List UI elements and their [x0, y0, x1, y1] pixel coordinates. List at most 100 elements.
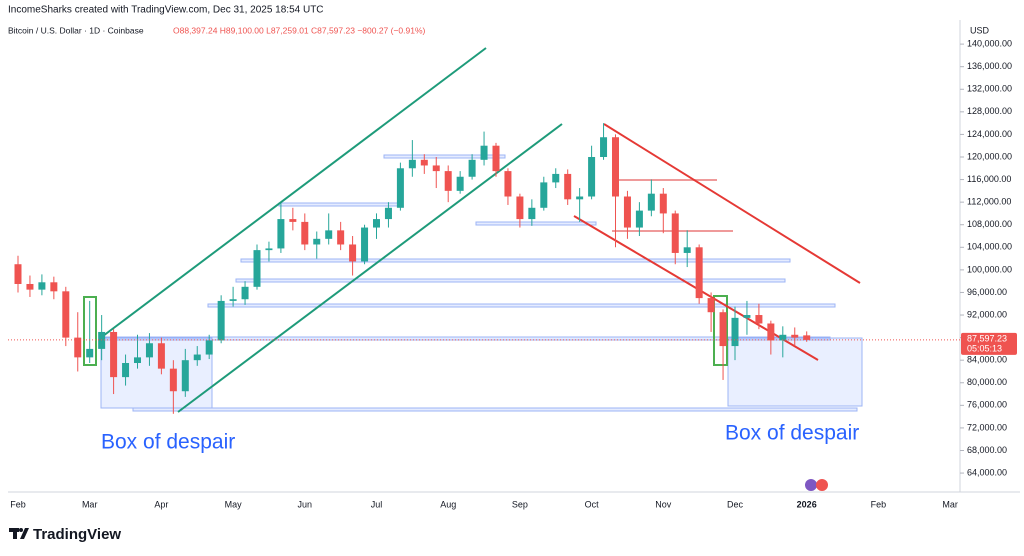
candle-body	[552, 173, 560, 183]
candle-body	[145, 343, 153, 358]
drawings	[83, 47, 863, 413]
y-tick-label: 116,000.00	[967, 174, 1011, 184]
x-tick-label: Apr	[154, 499, 168, 509]
candle-body	[277, 219, 285, 249]
candle-body	[384, 207, 392, 220]
candle-body	[516, 196, 524, 220]
x-tick-label: Feb	[10, 499, 26, 509]
level	[383, 154, 506, 159]
candle-body	[695, 247, 703, 299]
x-tick-label: Jun	[298, 499, 313, 509]
level	[475, 221, 597, 226]
y-tick-label: 120,000.00	[967, 151, 1012, 161]
candle-body	[623, 196, 631, 228]
candle-body	[349, 244, 357, 262]
candle-body	[122, 363, 130, 378]
candle-body	[600, 137, 608, 157]
y-tick-label: 124,000.00	[967, 129, 1012, 139]
x-tick-label: 2026	[797, 499, 817, 509]
y-tick-label: 96,000.00	[967, 287, 1007, 297]
x-tick-label: Feb	[871, 499, 887, 509]
credit: IncomeSharks created with TradingView.co…	[8, 5, 324, 16]
y-tick-label: 80,000.00	[967, 377, 1007, 387]
symbol: Bitcoin / U.S. Dollar · 1D · Coinbase	[8, 25, 144, 35]
candle-body	[110, 331, 118, 378]
candle-body	[217, 300, 225, 341]
candle-body	[803, 335, 811, 340]
x-tick-label: Mar	[942, 499, 958, 509]
candle-body	[528, 207, 536, 220]
candle-body	[205, 340, 213, 355]
x-tick-label: Dec	[727, 499, 744, 509]
y-tick-label: 76,000.00	[967, 400, 1007, 410]
candle-body	[408, 159, 416, 169]
candle-body	[169, 368, 177, 392]
candle-body	[612, 137, 619, 197]
box	[100, 337, 213, 409]
x-tick-label: Jul	[371, 499, 383, 509]
candle-body	[241, 286, 249, 300]
candle-body	[265, 248, 273, 251]
highlight	[83, 296, 97, 366]
candle-body	[50, 282, 58, 292]
channel-line	[603, 123, 861, 284]
annotation: Box of despair	[725, 422, 859, 445]
candle-body	[480, 145, 488, 160]
candle-body	[444, 171, 452, 191]
candle-body	[540, 182, 548, 208]
candle-body	[635, 210, 643, 228]
x-tick-label: Nov	[655, 499, 672, 509]
logo	[9, 528, 29, 539]
y-tick-label: 136,000.00	[967, 61, 1012, 71]
box	[727, 337, 863, 407]
candle-body	[588, 156, 596, 197]
candle-body	[325, 230, 333, 239]
candle-body	[564, 173, 572, 200]
y-tick-label: 100,000.00	[967, 264, 1012, 274]
candle-body	[432, 165, 440, 172]
y-tick-label: 104,000.00	[967, 242, 1012, 252]
y-tick-label: 64,000.00	[967, 467, 1007, 477]
y-tick-label: 132,000.00	[967, 84, 1012, 94]
ohlc-values: O88,397.24 H89,100.00 L87,259.01 C87,597…	[173, 25, 426, 35]
x-tick-label: Oct	[585, 499, 600, 509]
candle-body	[420, 159, 428, 166]
candle-body	[14, 264, 22, 284]
candle-body	[576, 196, 584, 200]
candle-body	[38, 282, 46, 290]
x-tick-label: Sep	[512, 499, 528, 509]
candle-body	[671, 213, 679, 253]
y-tick-label: 72,000.00	[967, 422, 1007, 432]
x-tick-label: May	[225, 499, 243, 509]
candle-body	[134, 357, 141, 364]
channel-line	[177, 123, 563, 413]
y-tick-label: 112,000.00	[967, 197, 1011, 207]
candle-body	[337, 230, 345, 245]
candle-body	[767, 323, 775, 341]
y-axis-label: USD	[970, 25, 990, 35]
candle-body	[504, 171, 512, 197]
candle-body	[779, 334, 787, 341]
candle-body	[229, 299, 237, 301]
brand: TradingView	[33, 526, 121, 543]
x-tick-label: Mar	[82, 499, 98, 509]
candle-body	[313, 238, 321, 245]
candle-body	[373, 219, 380, 228]
x-tick-label: Aug	[440, 499, 456, 509]
y-tick-label: 68,000.00	[967, 445, 1007, 455]
candle-body	[659, 193, 667, 214]
candle-body	[731, 317, 739, 347]
candle-body	[361, 227, 369, 262]
y-tick-label: 84,000.00	[967, 355, 1007, 365]
event-icon	[816, 479, 828, 491]
candle-body	[791, 334, 799, 338]
y-tick-label: 140,000.00	[967, 38, 1012, 48]
candle-body	[86, 348, 94, 358]
level	[240, 258, 791, 263]
event-icon	[805, 479, 817, 491]
last-price-label: 87,597.23	[967, 333, 1007, 343]
candle-body	[647, 193, 655, 211]
candle-body	[396, 168, 404, 208]
annotation: Box of despair	[101, 431, 235, 454]
